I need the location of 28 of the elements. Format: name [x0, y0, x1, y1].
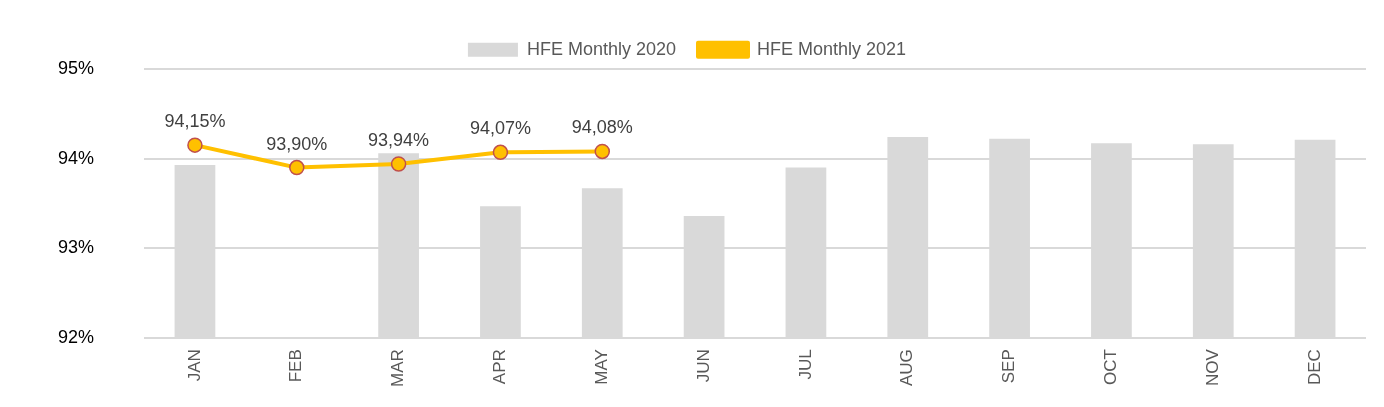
y-tick-label: 95%: [58, 57, 95, 78]
x-tick-label: AUG: [897, 349, 917, 387]
legend-label: HFE Monthly 2020: [526, 38, 677, 59]
point: [390, 156, 407, 172]
x-tick-label: MAR: [388, 349, 408, 387]
x-tick-label: JAN: [184, 349, 204, 382]
data-label: 93,90%: [266, 133, 328, 154]
x-tick-label: NOV: [1202, 348, 1222, 387]
x-tick-label: MAY: [591, 349, 611, 385]
data-label: 94,07%: [469, 118, 531, 139]
x-tick-label: JUL: [795, 349, 815, 380]
x-tick-label: APR: [490, 349, 510, 385]
point: [594, 143, 611, 160]
x-tick-label: SEP: [999, 349, 1019, 384]
x-tick-label: OCT: [1101, 349, 1121, 386]
x-tick-label: JUN: [693, 349, 713, 383]
x-tick-label: DEC: [1304, 349, 1324, 386]
point: [492, 144, 509, 161]
y-tick-label: 94%: [58, 147, 95, 168]
x-tick-label: FEB: [286, 349, 306, 383]
data-label: 94,15%: [164, 111, 226, 132]
legend-label: HFE Monthly 2021: [757, 38, 907, 59]
point: [289, 159, 305, 176]
y-tick-label: 93%: [58, 237, 95, 258]
y-tick-label: 92%: [58, 327, 95, 348]
data-label: 93,94%: [368, 129, 430, 150]
point: [187, 137, 203, 153]
data-label: 94,08%: [571, 117, 633, 138]
